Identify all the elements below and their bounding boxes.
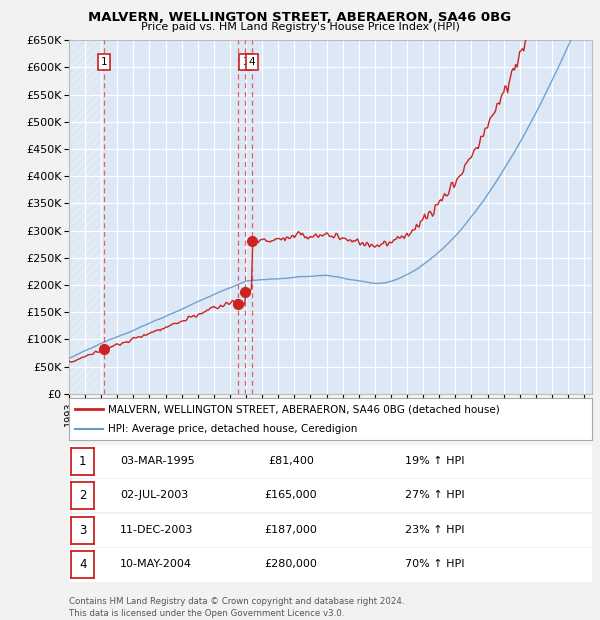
Text: 23% ↑ HPI: 23% ↑ HPI <box>405 525 464 534</box>
Text: 03-MAR-1995: 03-MAR-1995 <box>120 456 195 466</box>
Text: 11-DEC-2003: 11-DEC-2003 <box>120 525 193 534</box>
Text: 02-JUL-2003: 02-JUL-2003 <box>120 490 188 500</box>
Text: £165,000: £165,000 <box>265 490 317 500</box>
Text: MALVERN, WELLINGTON STREET, ABERAERON, SA46 0BG: MALVERN, WELLINGTON STREET, ABERAERON, S… <box>88 11 512 24</box>
Text: MALVERN, WELLINGTON STREET, ABERAERON, SA46 0BG (detached house): MALVERN, WELLINGTON STREET, ABERAERON, S… <box>108 404 500 414</box>
Text: 4: 4 <box>248 57 255 67</box>
Text: HPI: Average price, detached house, Ceredigion: HPI: Average price, detached house, Cere… <box>108 424 358 434</box>
Text: 19% ↑ HPI: 19% ↑ HPI <box>405 456 464 466</box>
Text: 10-MAY-2004: 10-MAY-2004 <box>120 559 192 569</box>
Text: Price paid vs. HM Land Registry's House Price Index (HPI): Price paid vs. HM Land Registry's House … <box>140 22 460 32</box>
Text: 3: 3 <box>79 524 86 537</box>
Text: 1: 1 <box>79 454 86 467</box>
Text: 2: 2 <box>79 489 86 502</box>
Text: 4: 4 <box>79 559 86 572</box>
Text: 3: 3 <box>242 57 248 67</box>
Bar <box>69 40 104 394</box>
Text: 1: 1 <box>101 57 107 67</box>
Text: £280,000: £280,000 <box>265 559 317 569</box>
Text: 70% ↑ HPI: 70% ↑ HPI <box>405 559 464 569</box>
Text: £187,000: £187,000 <box>265 525 317 534</box>
Text: Contains HM Land Registry data © Crown copyright and database right 2024.
This d: Contains HM Land Registry data © Crown c… <box>69 596 404 618</box>
Text: £81,400: £81,400 <box>268 456 314 466</box>
Text: 27% ↑ HPI: 27% ↑ HPI <box>405 490 464 500</box>
